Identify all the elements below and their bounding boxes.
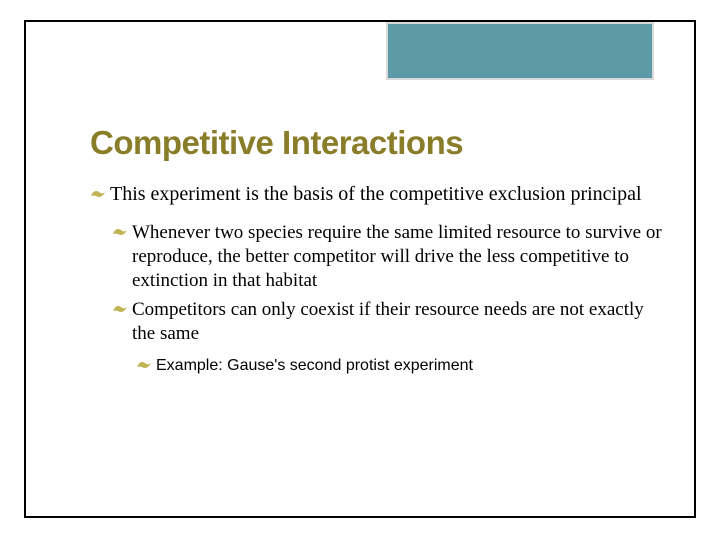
slide-frame: Competitive Interactions This experiment… [24,20,696,518]
swash-bullet-icon [112,302,128,316]
bullet-text: This experiment is the basis of the comp… [110,183,642,205]
slide-content: Competitive Interactions This experiment… [90,124,670,383]
bullet-level-2: Whenever two species require the same li… [112,221,670,292]
bullet-text: Whenever two species require the same li… [132,222,662,291]
slide-title: Competitive Interactions [90,124,670,162]
bullet-level-3: Example: Gause's second protist experime… [136,356,670,377]
bullet-text: Competitors can only coexist if their re… [132,299,644,344]
bullet-text: Example: Gause's second protist experime… [156,357,473,374]
bullet-level-2: Competitors can only coexist if their re… [112,298,670,346]
swash-bullet-icon [136,358,152,372]
swash-bullet-icon [112,225,128,239]
bullet-level-1: This experiment is the basis of the comp… [90,182,670,207]
swash-bullet-icon [90,187,106,201]
decorative-header-box [386,22,654,80]
